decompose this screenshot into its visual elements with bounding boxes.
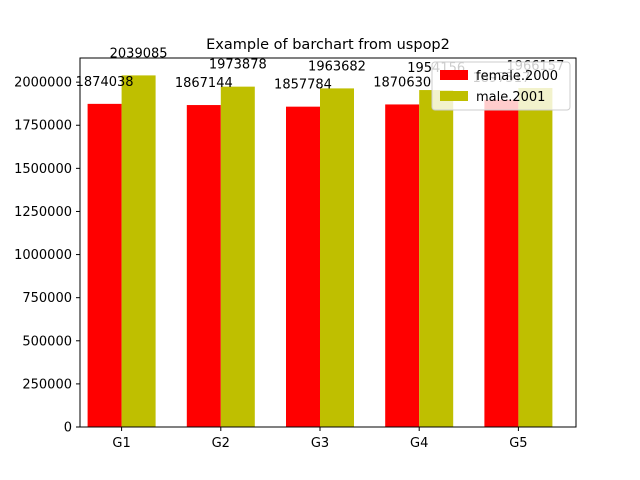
data-label-female.2000-G2: 1867144 (175, 76, 233, 91)
x-tick-label-G2: G2 (212, 436, 230, 451)
plot-frame (79, 57, 577, 428)
bars-layer (87, 75, 553, 428)
x-tick-label-G5: G5 (509, 436, 527, 451)
bar-female.2000-G2 (186, 105, 221, 428)
data-label-female.2000-G3: 1857784 (274, 78, 332, 93)
bar-female.2000-G4 (385, 104, 420, 427)
bar-male.2001-G2 (220, 86, 255, 427)
y-tick-label: 0 (64, 421, 72, 436)
data-label-female.2000-G1: 1874038 (76, 75, 134, 90)
legend-swatch-female.2000 (440, 70, 468, 80)
bar-male.2001-G4 (419, 90, 454, 428)
legend-label-female.2000: female.2000 (476, 69, 558, 84)
bar-male.2001-G5 (518, 87, 553, 427)
y-tick-label: 2000000 (14, 76, 72, 91)
x-tick-label-G1: G1 (112, 436, 130, 451)
y-tick-label: 1250000 (14, 205, 72, 220)
x-tick-label-G3: G3 (311, 436, 329, 451)
y-tick-label: 1500000 (14, 162, 72, 177)
y-tick-label: 500000 (22, 334, 72, 349)
legend-label-male.2001: male.2001 (476, 90, 545, 105)
bar-female.2000-G1 (87, 103, 122, 428)
data-label-male.2001-G3: 1963682 (308, 59, 366, 74)
legend: female.2000 male.2001 (431, 61, 571, 111)
y-tick-label: 1750000 (14, 119, 72, 134)
data-label-male.2001-G2: 1973878 (209, 58, 267, 73)
data-label-male.2001-G1: 2039085 (110, 46, 168, 61)
legend-swatch-male.2001 (440, 91, 468, 101)
y-tick-label: 1000000 (14, 248, 72, 263)
bar-female.2000-G5 (484, 99, 519, 427)
x-tick-label-G4: G4 (410, 436, 428, 451)
axes: 0 250000 500000 750000 1000000 1250000 1500000… (14, 57, 577, 451)
bar-male.2001-G1 (121, 75, 156, 428)
chart-title: Example of barchart from uspop2 (206, 37, 450, 53)
y-tick-label: 750000 (22, 291, 72, 306)
data-label-female.2000-G4: 1870630 (373, 75, 431, 90)
bar-male.2001-G3 (320, 88, 354, 428)
bar-female.2000-G3 (286, 106, 320, 427)
y-tick-label: 250000 (22, 377, 72, 392)
